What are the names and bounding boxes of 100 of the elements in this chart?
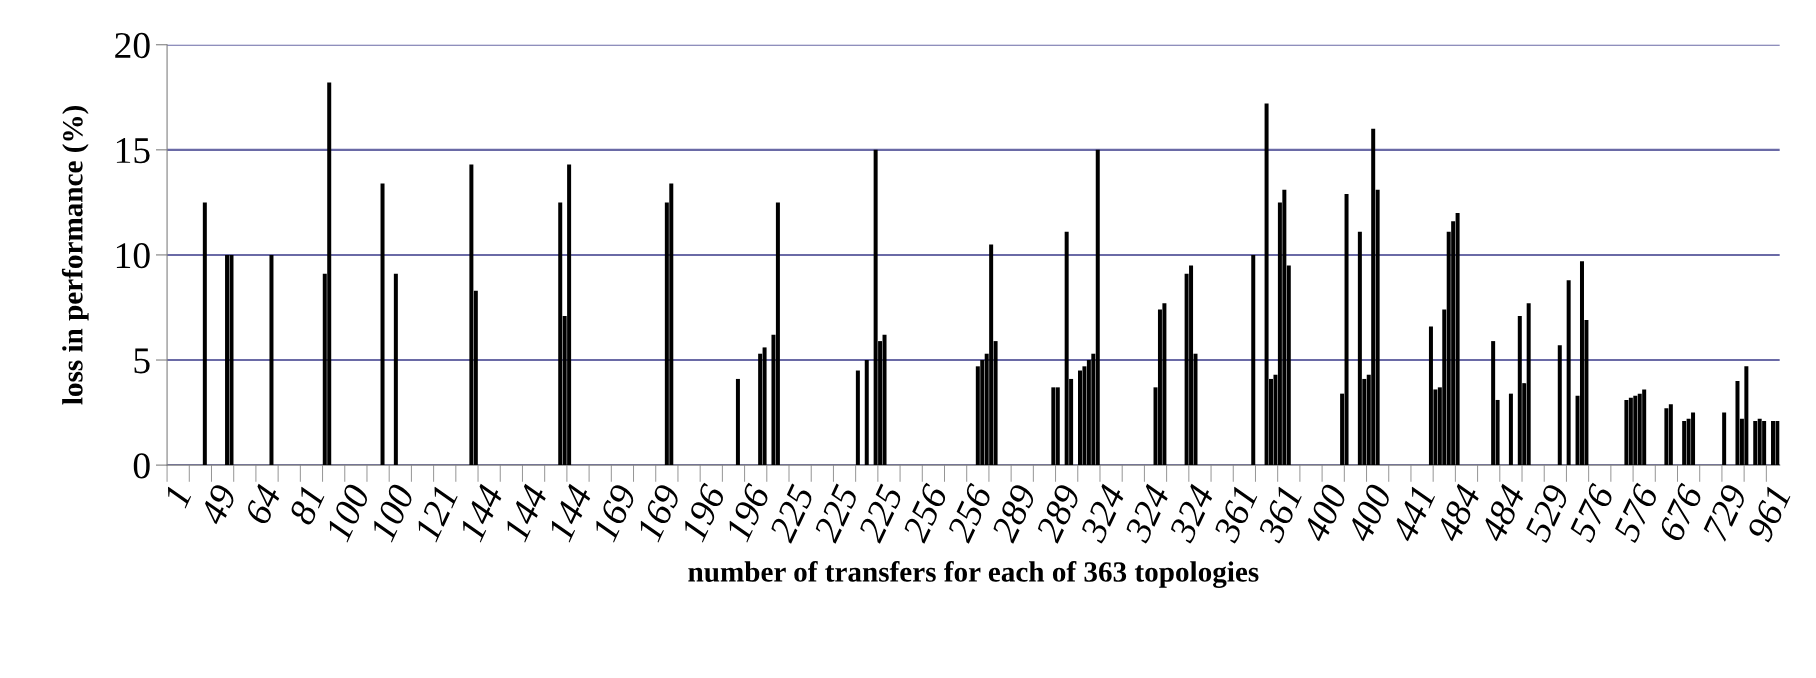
x-tick-label: 169 [635,482,682,543]
x-tick-label: 256 [901,482,949,544]
y-tick-label: 10 [116,243,150,269]
bar [1078,370,1082,466]
bar [735,378,740,466]
bar [1775,420,1780,466]
bar [1664,408,1669,466]
bar [1744,366,1749,466]
bar [1624,399,1629,466]
bar [469,164,474,466]
bar [269,254,274,466]
bar [864,360,869,466]
x-axis-title: number of transfers for each of 363 topologies [688,561,1259,588]
bar [1051,387,1056,466]
x-tick-label: 225 [857,483,904,544]
x-tick-label: 81 [288,485,325,527]
bar [1642,389,1647,466]
bar [1517,315,1522,466]
x-tick-label: 196 [680,482,727,543]
x-tick-label: 484 [1479,483,1526,544]
y-tick-label: 15 [116,138,150,164]
bar [762,347,767,466]
x-tick-label: 144 [547,483,593,543]
x-tick-label: 729 [1702,482,1748,542]
bar [1162,303,1167,466]
bar [1064,231,1069,466]
bar [1251,254,1256,466]
x-tick-label: 484 [1434,483,1482,544]
y-tick-label: 0 [133,453,150,479]
x-tick-label: 361 [1212,485,1258,544]
x-tick-label: 225 [812,483,860,544]
x-tick-label: 196 [724,482,771,543]
bar [1757,418,1762,466]
bar [1628,397,1633,466]
bar [567,164,572,466]
x-tick-label: 400 [1301,482,1349,544]
x-tick-label: 324 [1168,483,1215,544]
x-tick-label: 529 [1524,482,1571,544]
x-tick-label: 144 [502,483,548,543]
x-tick-label: 169 [591,482,638,543]
bar [1735,381,1740,466]
bar [1722,412,1727,466]
y-tick-label: 20 [115,32,150,59]
bar [1682,420,1687,466]
bar [1557,345,1562,466]
bar [380,183,385,466]
bar [1189,265,1194,466]
x-tick-label: 961 [1746,485,1791,543]
bar [202,202,207,466]
bar [775,202,780,466]
bar [1762,420,1767,466]
bar [1455,212,1460,466]
x-tick-label: 441 [1390,485,1436,544]
x-tick-label: 576 [1568,482,1615,544]
bar [327,82,332,466]
bar [1055,387,1060,466]
bar [1566,280,1571,466]
x-tick-label: 225 [768,483,815,544]
bar [1668,404,1673,466]
x-tick-label: 324 [1079,483,1126,544]
bar [1771,420,1776,466]
bar [1282,189,1287,466]
x-tick-label: 144 [458,483,504,543]
bar [1691,412,1696,466]
bar [1357,231,1362,466]
y-tick-label: 5 [134,348,150,374]
x-tick-label: 289 [1035,482,1082,544]
bar [1753,420,1758,466]
bar [1491,341,1496,466]
bar [225,254,230,466]
x-tick-label: 324 [1123,483,1171,544]
x-tick-label: 361 [1257,485,1303,544]
bar [873,149,878,466]
bar [882,334,887,466]
x-tick-label: 676 [1657,482,1704,543]
x-tick-label: 289 [990,482,1038,544]
bar [989,244,994,466]
bar [669,183,674,466]
x-tick-label: 576 [1612,482,1660,544]
bar [393,273,398,466]
x-tick-label: 64 [244,483,282,526]
x-tick-label: 256 [946,482,993,544]
x-tick-label: 100 [369,482,416,543]
x-tick-label: 49 [198,482,238,527]
bar [1637,393,1642,466]
bar [1095,149,1100,466]
bar [1264,103,1269,466]
bar [1579,261,1584,466]
x-tick-label: 121 [413,485,458,543]
y-axis-title: loss in performance (%) [61,105,89,405]
bar [1526,303,1531,466]
x-tick-label: 400 [1346,482,1393,544]
bar [558,202,563,466]
bar [1633,395,1638,466]
bar [1508,393,1513,466]
bar [1371,128,1376,466]
bar [1344,193,1349,466]
bar [855,370,860,466]
bar [1428,326,1433,466]
bar [229,254,234,466]
